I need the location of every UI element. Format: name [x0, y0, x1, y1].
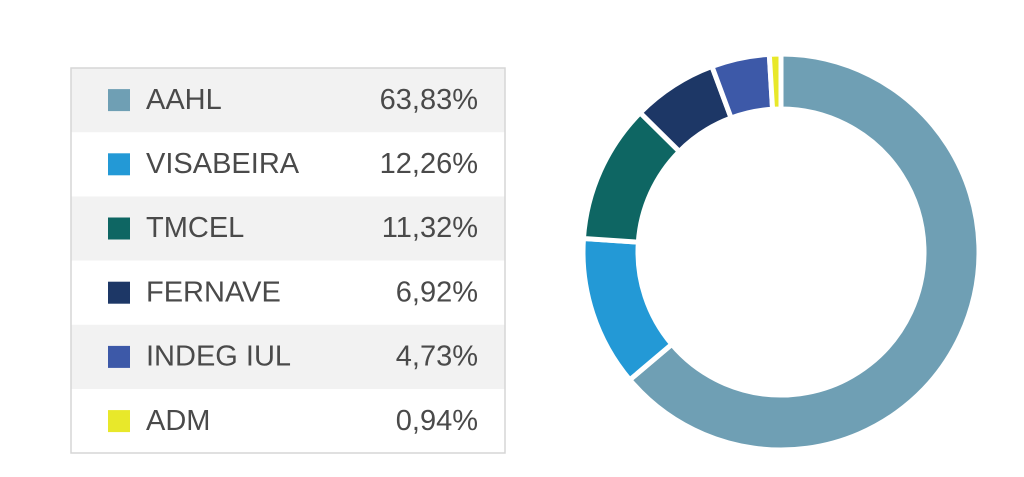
- legend-swatch: [108, 153, 130, 176]
- legend-value: 6,92%: [396, 276, 478, 308]
- legend-label: AAHL: [146, 84, 222, 116]
- donut-slice: [766, 51, 784, 112]
- legend-value: 63,83%: [380, 84, 478, 116]
- legend-row-bg: [71, 196, 505, 261]
- legend-label: VISABEIRA: [146, 148, 300, 180]
- legend-value: 11,32%: [382, 212, 478, 244]
- legend-swatch: [108, 281, 130, 304]
- donut: [580, 51, 982, 453]
- legend-border: [70, 67, 506, 454]
- legend-label: TMCEL: [146, 212, 244, 244]
- donut-slice: [626, 51, 982, 453]
- donut-slice: [580, 235, 676, 384]
- legend-label: INDEG IUL: [146, 341, 291, 373]
- legend-value: 12,26%: [380, 148, 478, 180]
- legend-row-bg: [71, 324, 505, 389]
- legend-row-bg: [71, 68, 505, 133]
- legend-swatch: [108, 345, 130, 368]
- legend-swatch: [108, 89, 130, 112]
- legend-value: 0,94%: [396, 405, 478, 437]
- legend-label: FERNAVE: [146, 276, 281, 308]
- legend-value: 4,73%: [396, 341, 478, 373]
- legend: AAHL 63,83% VISABEIRA 12,26% TMCEL 11,32% FERN…: [71, 68, 505, 437]
- legend-swatch: [108, 217, 130, 240]
- legend-swatch: [108, 410, 130, 433]
- legend-label: ADM: [146, 405, 210, 437]
